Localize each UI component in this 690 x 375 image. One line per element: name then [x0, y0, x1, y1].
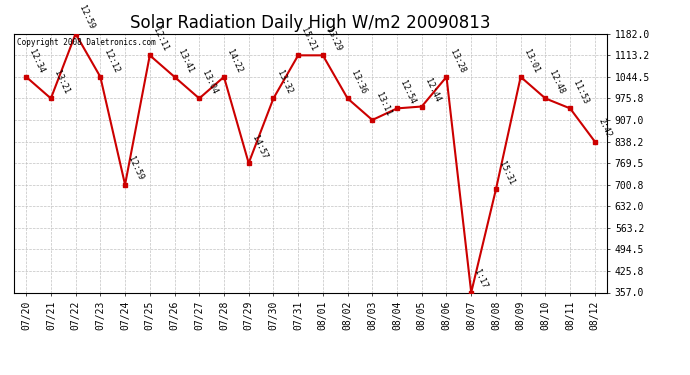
Text: 13:28: 13:28 — [448, 48, 466, 74]
Text: 12:11: 12:11 — [151, 26, 170, 53]
Text: 2:42: 2:42 — [596, 117, 613, 139]
Text: Copyright 2008 Daletronics.com: Copyright 2008 Daletronics.com — [17, 38, 155, 46]
Text: 12:59: 12:59 — [126, 155, 145, 182]
Text: 11:53: 11:53 — [571, 79, 590, 106]
Text: 13:11: 13:11 — [374, 91, 393, 117]
Text: 13:41: 13:41 — [176, 48, 195, 74]
Text: 13:32: 13:32 — [275, 69, 293, 96]
Text: 14:57: 14:57 — [250, 134, 269, 160]
Text: 15:21: 15:21 — [299, 26, 318, 53]
Text: 12:59: 12:59 — [77, 4, 96, 31]
Text: 13:21: 13:21 — [52, 69, 71, 96]
Text: 13:01: 13:01 — [522, 48, 541, 74]
Text: 1:17: 1:17 — [473, 268, 489, 290]
Text: 15:31: 15:31 — [497, 160, 516, 186]
Text: 13:36: 13:36 — [349, 69, 368, 96]
Text: 12:44: 12:44 — [423, 77, 442, 104]
Title: Solar Radiation Daily High W/m2 20090813: Solar Radiation Daily High W/m2 20090813 — [130, 14, 491, 32]
Text: 12:54: 12:54 — [398, 79, 417, 106]
Text: 14:22: 14:22 — [226, 48, 244, 74]
Text: 12:34: 12:34 — [28, 48, 46, 74]
Text: 13:29: 13:29 — [324, 26, 343, 53]
Text: 12:48: 12:48 — [546, 69, 566, 96]
Text: 13:04: 13:04 — [201, 69, 219, 96]
Text: 12:12: 12:12 — [101, 48, 121, 74]
